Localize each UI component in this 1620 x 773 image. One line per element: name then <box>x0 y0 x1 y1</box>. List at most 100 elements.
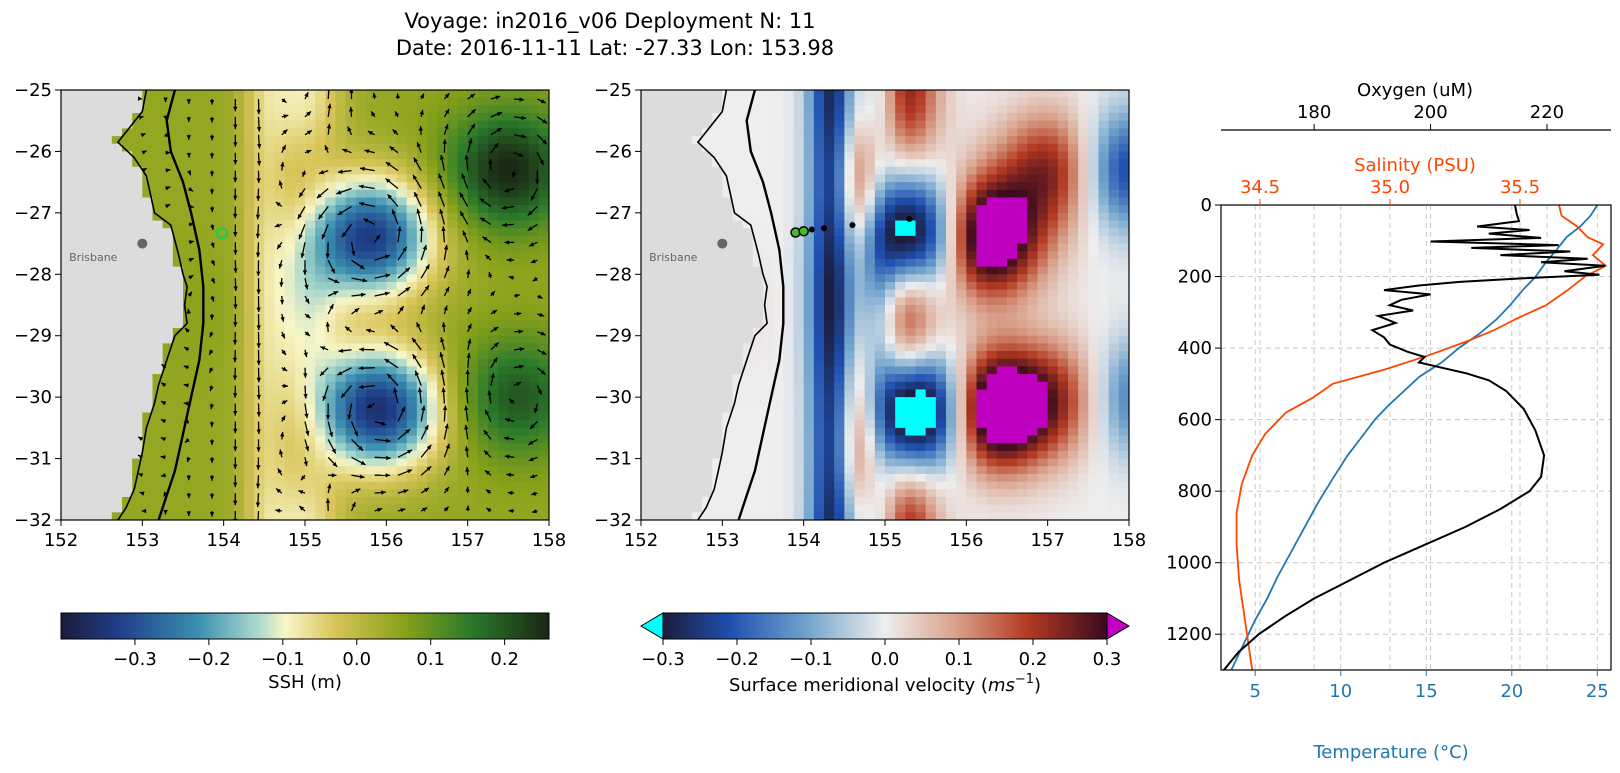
ssh-cell <box>223 266 235 275</box>
ssh-cell <box>122 128 133 137</box>
vel-cell <box>732 281 744 291</box>
ssh-cell <box>233 481 245 490</box>
ssh-cell <box>437 258 448 268</box>
ssh-cell <box>81 105 93 114</box>
ssh-cell <box>81 212 93 222</box>
ssh-cell <box>274 473 286 483</box>
vel-cell <box>1027 159 1039 168</box>
ssh-cell <box>355 404 367 414</box>
vel-cell <box>773 197 784 206</box>
vel-cell <box>661 136 673 145</box>
velocity-arrowhead <box>482 236 488 241</box>
vel-cell <box>732 166 744 176</box>
ssh-cell <box>508 128 520 137</box>
ssh-cell <box>518 97 530 106</box>
velocity-arrowhead <box>359 347 364 352</box>
vel-cell <box>1068 212 1079 222</box>
ssh-cell <box>122 113 133 122</box>
ssh-cell <box>264 228 276 237</box>
ssh-cell <box>162 97 174 106</box>
ssh-cell <box>508 358 520 368</box>
ssh-cell <box>498 274 509 283</box>
ssh-cell <box>183 458 194 467</box>
ssh-cell <box>203 212 215 222</box>
ssh-cell <box>244 489 255 498</box>
vel-cell <box>1027 90 1039 99</box>
vel-cell <box>986 197 998 206</box>
ssh-cell <box>538 235 549 245</box>
vel-cell <box>844 205 856 214</box>
vel-cell <box>671 113 683 122</box>
vel-cell <box>661 305 673 314</box>
ssh-cell <box>518 458 530 467</box>
vel-cell <box>935 228 947 237</box>
ssh-cell <box>386 166 398 176</box>
vel-cell <box>793 128 805 137</box>
velocity-arrowhead <box>341 393 346 398</box>
ssh-cell <box>172 320 184 329</box>
velocity-arrowhead <box>506 257 512 263</box>
vel-cell <box>864 97 876 106</box>
ssh-cell <box>508 404 520 414</box>
ssh-cell <box>284 174 296 183</box>
vel-cell <box>722 128 734 137</box>
vel-cell <box>956 281 967 291</box>
velocity-arrowhead <box>275 202 281 207</box>
vel-cell <box>996 120 1008 129</box>
vel-cell <box>1017 105 1028 114</box>
vel-cell <box>1078 174 1089 183</box>
ssh-cell <box>427 374 438 383</box>
ssh-cell <box>193 174 204 183</box>
ssh-cell <box>437 381 448 391</box>
ssh-cell <box>376 235 387 245</box>
ssh-cell <box>91 404 103 414</box>
ssh-cell <box>416 489 428 498</box>
vel-cell <box>885 274 896 283</box>
ssh-cell <box>152 266 164 275</box>
vel-cell <box>986 212 998 222</box>
vel-cell <box>976 205 988 214</box>
ssh-cell <box>335 105 347 114</box>
ssh-cell <box>101 320 113 329</box>
vel-cell <box>1088 97 1100 106</box>
ssh-cell <box>355 205 367 214</box>
vel-cell <box>813 274 825 283</box>
ssh-cell <box>223 512 235 520</box>
ssh-cell <box>477 320 489 329</box>
vel-cell <box>986 281 998 291</box>
ssh-cell <box>152 197 164 206</box>
ssh-cell <box>162 389 174 398</box>
vel-cell <box>905 251 917 260</box>
ssh-cell <box>427 366 438 375</box>
vel-cell <box>1057 243 1069 252</box>
ssh-cell <box>488 235 499 245</box>
ssh-cell <box>294 389 306 398</box>
vel-cell <box>1108 258 1120 268</box>
velocity-arrowhead <box>464 154 469 160</box>
ssh-cell <box>91 512 103 520</box>
ssh-cell <box>416 435 428 444</box>
vel-cell <box>895 305 906 314</box>
ssh-cell <box>345 420 357 429</box>
ssh-cell <box>111 458 123 467</box>
ssh-cell <box>457 512 469 520</box>
ssh-cell <box>396 458 408 467</box>
ssh-cell <box>437 404 448 414</box>
vel-cell <box>1108 143 1120 153</box>
vel-cell <box>661 258 673 268</box>
vel-cell <box>1007 166 1018 176</box>
ssh-cell <box>325 358 337 368</box>
ssh-cell <box>122 251 133 260</box>
vel-cell <box>702 105 713 114</box>
ssh-cell <box>172 174 184 183</box>
ssh-cell <box>223 343 235 352</box>
ssh-cell <box>101 120 113 129</box>
vel-cell <box>1078 189 1089 199</box>
ssh-cell <box>325 243 337 252</box>
velocity-arrowhead <box>256 178 261 183</box>
vel-cell <box>732 289 744 298</box>
ssh-cell <box>264 466 276 475</box>
ssh-cell <box>142 151 154 160</box>
ssh-cell <box>223 189 235 199</box>
ssh-cell <box>447 274 459 283</box>
